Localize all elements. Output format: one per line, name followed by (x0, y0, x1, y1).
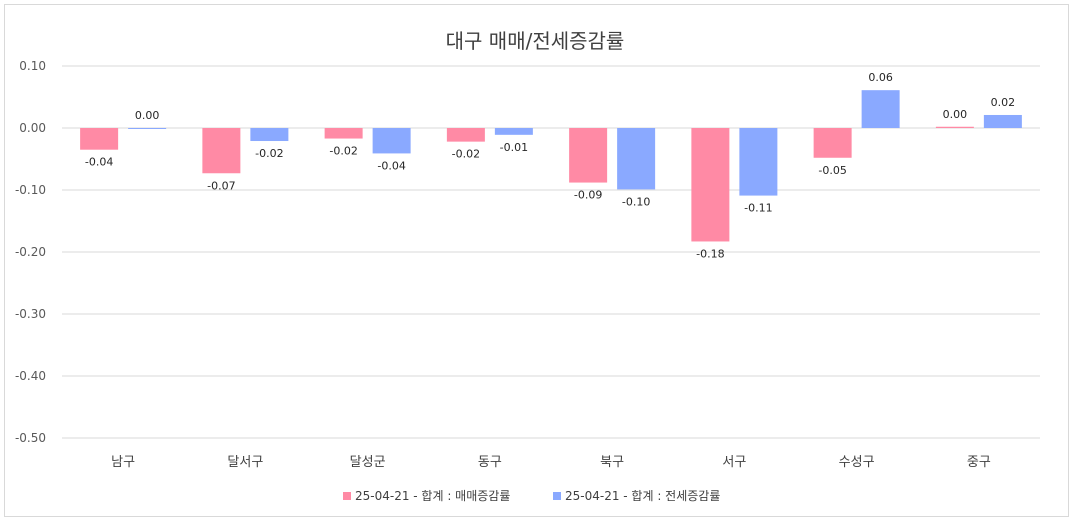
data-label: -0.02 (452, 148, 480, 161)
data-label: -0.10 (622, 195, 650, 208)
category-label: 수성구 (839, 455, 875, 470)
category-label: 달서구 (227, 455, 263, 470)
bar-jeonse (128, 128, 167, 129)
category-label: 중구 (967, 455, 991, 470)
x-axis-categories: 남구 달서구 달성군 동구 북구 서구 수성구 중구 (111, 455, 991, 470)
chart-title: 대구 매매/전세증감률 (446, 29, 625, 53)
chart-frame (4, 4, 1069, 517)
bar-sale (569, 128, 608, 183)
bar-sale (813, 128, 852, 158)
bar-sale (202, 128, 241, 174)
data-label: -0.18 (696, 247, 724, 260)
data-label: -0.09 (574, 189, 602, 202)
bar-jeonse (861, 90, 900, 128)
data-label: -0.04 (85, 156, 113, 169)
bar-jeonse (372, 128, 411, 154)
data-labels: -0.04 0.00 -0.07 -0.02 -0.02 -0.04 -0.02 -0.01 -… (85, 71, 1015, 260)
y-tick-label: -0.50 (15, 431, 46, 445)
y-tick-label: -0.30 (15, 307, 46, 321)
bar-jeonse (983, 114, 1022, 128)
bar-jeonse (250, 128, 289, 142)
bar-jeonse (739, 128, 778, 196)
data-label: -0.11 (744, 202, 772, 215)
category-label: 달성군 (350, 455, 386, 470)
bar-sale (80, 128, 119, 150)
bar-sale (935, 126, 974, 128)
legend-label-jeonse: 25-04-21 - 합계 : 전세증감률 (565, 489, 720, 503)
data-label: -0.02 (255, 147, 283, 160)
bar-jeonse (494, 128, 533, 135)
legend: 25-04-21 - 합계 : 매매증감률 25-04-21 - 합계 : 전세… (343, 489, 720, 503)
bars (80, 90, 1022, 242)
category-label: 북구 (600, 455, 624, 470)
data-label: -0.04 (377, 159, 405, 172)
data-label: -0.07 (207, 179, 235, 192)
data-label: -0.05 (818, 164, 846, 177)
category-label: 남구 (111, 455, 135, 470)
y-tick-label: 0.10 (19, 59, 46, 73)
y-tick-label: -0.10 (15, 183, 46, 197)
category-label: 서구 (722, 455, 746, 470)
data-label: 0.00 (943, 108, 968, 121)
bar-sale (446, 128, 485, 142)
y-tick-label: 0.00 (19, 121, 46, 135)
legend-label-sale: 25-04-21 - 합계 : 매매증감률 (355, 489, 510, 503)
y-axis-ticks: 0.10 0.00 -0.10 -0.20 -0.30 -0.40 -0.50 (15, 59, 46, 445)
y-tick-label: -0.40 (15, 369, 46, 383)
data-label: -0.01 (500, 141, 528, 154)
category-label: 동구 (478, 455, 502, 470)
data-label: -0.02 (329, 145, 357, 158)
data-label: 0.02 (991, 96, 1016, 109)
data-label: 0.06 (868, 71, 893, 84)
bar-sale (324, 128, 363, 139)
legend-swatch-sale (343, 492, 351, 500)
bar-jeonse (617, 128, 656, 190)
data-label: 0.00 (135, 109, 160, 122)
legend-swatch-jeonse (553, 492, 561, 500)
bar-sale (691, 128, 730, 242)
y-tick-label: -0.20 (15, 245, 46, 259)
